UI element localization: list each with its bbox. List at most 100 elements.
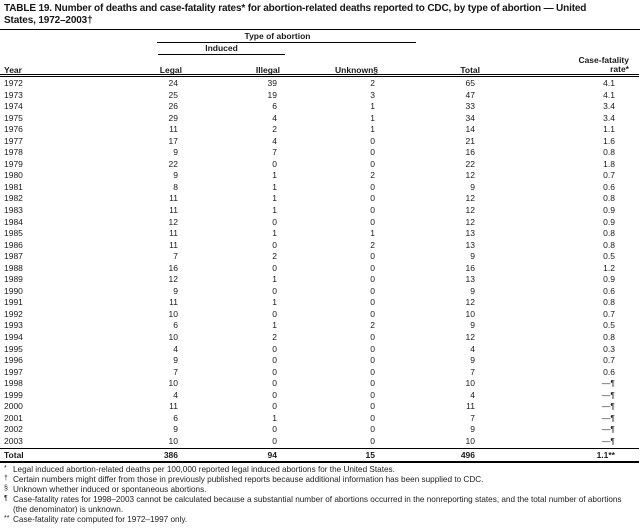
- column-header-row: Year Legal Illegal Unknown§ Total Case-f…: [2, 55, 634, 74]
- table-cell: 10: [168, 435, 178, 446]
- table-cell: 9: [470, 181, 475, 192]
- table-cell: 9: [173, 147, 178, 158]
- table-row: 1974 26 6 1 33 3.4: [2, 101, 634, 113]
- table-cell: 3.4: [603, 101, 615, 112]
- table-title-line-1: TABLE 19. Number of deaths and case-fata…: [4, 3, 587, 14]
- table-cell: 2000: [4, 401, 23, 412]
- table-cell: 34: [465, 112, 475, 123]
- table-cell: 9: [470, 320, 475, 331]
- table-cell: 1983: [4, 205, 23, 216]
- table-cell: 1981: [4, 181, 23, 192]
- table-cell: 47: [465, 89, 475, 100]
- table-cell: 11: [169, 297, 178, 308]
- total-row: Total 386 94 15 496 1.1**: [2, 449, 634, 461]
- total-divider-rule: [0, 448, 639, 449]
- table-cell: 1.1**: [596, 450, 615, 460]
- table-cell: 0: [370, 158, 375, 169]
- table-cell: 10: [465, 308, 475, 319]
- table-cell: 1986: [4, 239, 23, 250]
- table-cell: 0.7: [603, 355, 615, 366]
- table-cell: 9: [173, 285, 178, 296]
- footnote: ** Case-fatality rate computed for 1972–1…: [4, 515, 636, 525]
- table-cell: 9: [173, 424, 178, 435]
- footnote-marker: **: [4, 515, 10, 522]
- table-cell: 17: [168, 135, 178, 146]
- table-cell: 0.5: [603, 251, 615, 262]
- table-row: 1996 9 0 0 9 0.7: [2, 355, 634, 367]
- table-cell: 1995: [4, 343, 23, 354]
- footnote: * Legal induced abortion-related deaths p…: [4, 465, 636, 475]
- table-cell: 2: [370, 320, 375, 331]
- table-cell: 7: [272, 147, 277, 158]
- table-cell: 12: [465, 332, 475, 343]
- column-header-unknown: Unknown§: [335, 64, 378, 75]
- table-cell: 1: [272, 181, 277, 192]
- table-cell: 11: [169, 193, 178, 204]
- table-cell: 0: [370, 147, 375, 158]
- table-row: 1989 12 1 0 13 0.9: [2, 274, 634, 286]
- title-divider-rule: [0, 29, 640, 30]
- table-title-line-2: States, 1972–2003†: [4, 14, 93, 26]
- footnote-text: Certain numbers might differ from those …: [13, 475, 484, 484]
- table-cell: 1980: [4, 170, 23, 181]
- table-cell: 0: [272, 239, 277, 250]
- table-cell: 1: [272, 193, 277, 204]
- table-cell: 39: [267, 78, 277, 88]
- table-cell: 4.1: [603, 89, 615, 100]
- table-cell: 1.1: [603, 124, 615, 135]
- table-cell: 2: [370, 78, 375, 88]
- column-header-legal: Legal: [159, 64, 182, 75]
- table-cell: 16: [465, 262, 475, 273]
- table-cell: 1994: [4, 332, 23, 343]
- table-body: 1972 24 39 2 65 4.1 1973 25 19 3 47 4.1 1974 26 6 1 33 3.…: [2, 78, 634, 448]
- table-cell: —¶: [601, 412, 615, 423]
- table-row: 1975 29 4 1 34 3.4: [2, 113, 634, 125]
- footnote-marker: *: [4, 465, 7, 472]
- table-cell: 12: [465, 170, 475, 181]
- table-cell: 9: [470, 285, 475, 296]
- table-cell: 22: [465, 158, 475, 169]
- table-cell: 3.4: [603, 112, 615, 123]
- table-cell: 12: [465, 193, 475, 204]
- table-row: 1978 9 7 0 16 0.8: [2, 147, 634, 159]
- table-cell: 1998: [4, 378, 23, 389]
- table-cell: 10: [168, 332, 178, 343]
- table-cell: 0: [370, 366, 375, 377]
- table-cell: 0.3: [603, 343, 615, 354]
- table-cell: 24: [168, 78, 178, 88]
- table-cell: 0: [370, 389, 375, 400]
- table-row: 1994 10 2 0 12 0.8: [2, 332, 634, 344]
- column-header-year: Year: [4, 64, 22, 75]
- table-cell: 1.2: [603, 262, 615, 273]
- table-cell: —¶: [601, 378, 615, 389]
- table-cell: 0.8: [603, 297, 615, 308]
- table-cell: 0.8: [603, 228, 615, 239]
- column-header-rate-line-1: Case-fatality: [578, 55, 629, 66]
- table-cell: 0: [370, 401, 375, 412]
- table-cell: 7: [173, 251, 178, 262]
- table-cell: 33: [465, 101, 475, 112]
- table-row: 1985 11 1 1 13 0.8: [2, 228, 634, 240]
- table-cell: 2: [370, 239, 375, 250]
- table-cell: 0: [370, 435, 375, 446]
- table-row: 1992 10 0 0 10 0.7: [2, 309, 634, 321]
- table-cell: 0.8: [603, 332, 615, 343]
- table-cell: 0: [272, 285, 277, 296]
- table-cell: 0: [370, 262, 375, 273]
- table-cell: 25: [168, 89, 178, 100]
- table-cell: 0: [370, 274, 375, 285]
- table-cell: 11: [169, 239, 178, 250]
- footnote: † Certain numbers might differ from those…: [4, 475, 636, 485]
- table-cell: 1993: [4, 320, 23, 331]
- table-title: TABLE 19. Number of deaths and case-fata…: [4, 3, 638, 26]
- table-cell: 10: [168, 378, 178, 389]
- footnote-marker: †: [4, 475, 8, 482]
- table-cell: 0: [370, 424, 375, 435]
- table-cell: 4: [173, 389, 178, 400]
- table-cell: 0.7: [603, 170, 615, 181]
- table-cell: 0: [370, 412, 375, 423]
- table-cell: 9: [173, 355, 178, 366]
- footnote-marker: ¶: [4, 495, 8, 502]
- table-cell: 1: [272, 320, 277, 331]
- table-cell: 1: [370, 228, 375, 239]
